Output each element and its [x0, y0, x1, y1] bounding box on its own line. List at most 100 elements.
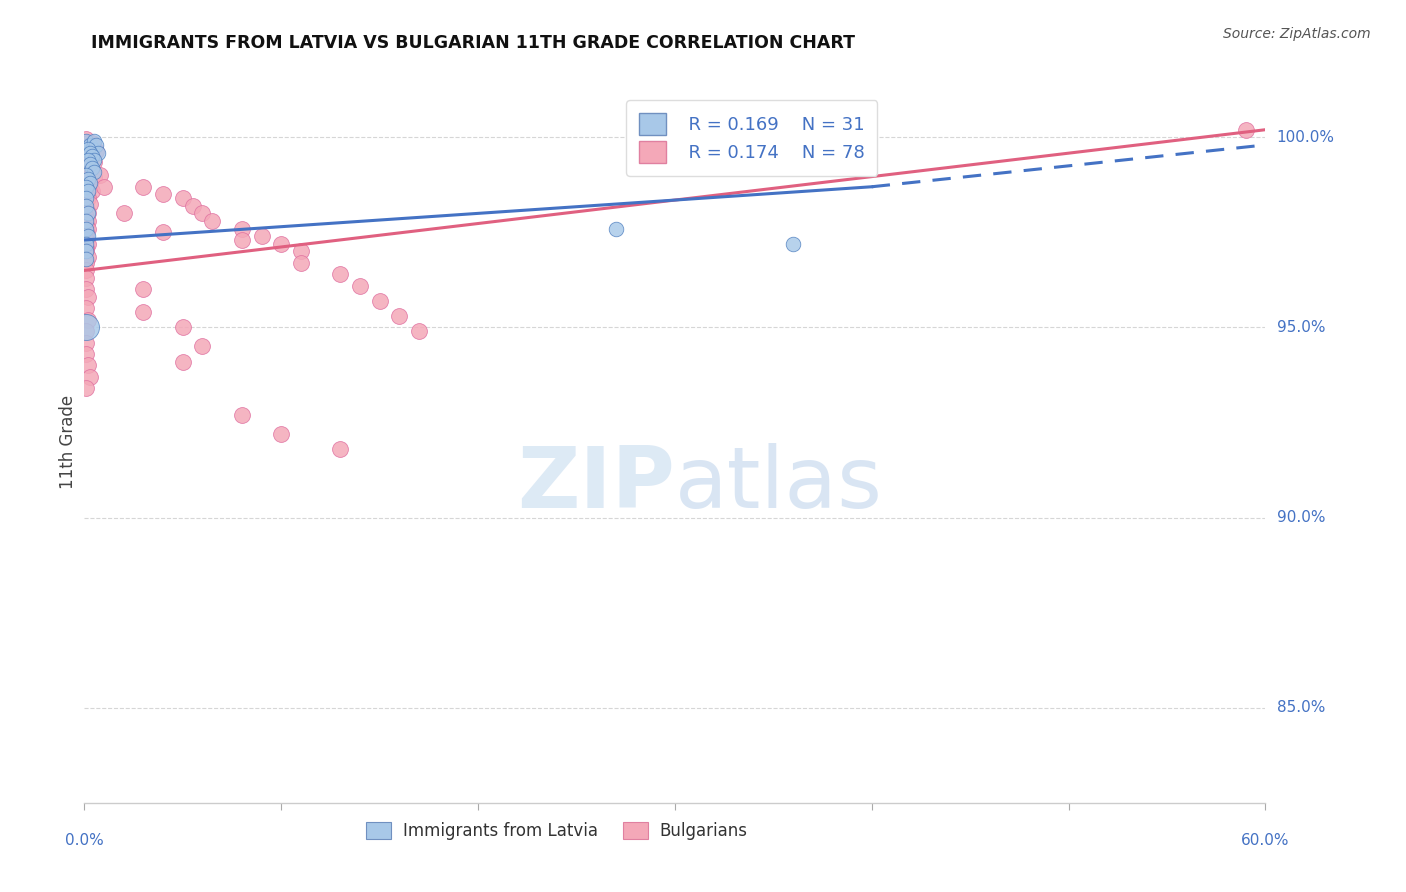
Text: 85.0%: 85.0%: [1277, 700, 1324, 715]
Point: [75, 221, 97, 235]
Point: [75, 191, 97, 205]
Point: [329, 267, 352, 281]
Legend: Immigrants from Latvia, Bulgarians: Immigrants from Latvia, Bulgarians: [360, 815, 754, 847]
Point: [83, 134, 105, 148]
Point: [782, 236, 804, 251]
Point: [75, 172, 97, 186]
Point: [79, 140, 101, 154]
Point: [77, 221, 100, 235]
Text: 95.0%: 95.0%: [1277, 320, 1324, 335]
Point: [75, 320, 97, 334]
Point: [83, 153, 105, 168]
Point: [191, 339, 214, 353]
Point: [75, 324, 97, 338]
Point: [201, 214, 224, 228]
Text: Source: ZipAtlas.com: Source: ZipAtlas.com: [1223, 27, 1371, 41]
Point: [84, 137, 107, 152]
Point: [87, 145, 110, 160]
Point: [75, 179, 97, 194]
Point: [75, 335, 97, 350]
Point: [79, 162, 101, 177]
Y-axis label: 11th Grade: 11th Grade: [59, 394, 77, 489]
Point: [75, 233, 97, 247]
Text: 100.0%: 100.0%: [1277, 130, 1334, 145]
Point: [152, 226, 174, 240]
Point: [329, 442, 352, 457]
Point: [75, 236, 97, 251]
Text: 60.0%: 60.0%: [1241, 833, 1289, 848]
Point: [77, 250, 100, 264]
Point: [290, 244, 312, 259]
Point: [82, 161, 104, 175]
Point: [77, 313, 100, 327]
Point: [77, 191, 100, 205]
Point: [75, 132, 97, 146]
Point: [172, 320, 194, 334]
Text: atlas: atlas: [675, 443, 883, 526]
Point: [75, 218, 97, 232]
Point: [152, 187, 174, 202]
Point: [231, 221, 253, 235]
Point: [83, 164, 105, 178]
Point: [79, 179, 101, 194]
Point: [77, 290, 100, 304]
Point: [79, 137, 101, 152]
Point: [368, 293, 391, 308]
Point: [270, 236, 292, 251]
Point: [75, 301, 97, 316]
Point: [75, 229, 97, 244]
Point: [75, 210, 97, 224]
Point: [75, 187, 97, 202]
Point: [605, 221, 627, 235]
Point: [172, 191, 194, 205]
Text: ZIP: ZIP: [517, 443, 675, 526]
Point: [75, 202, 97, 217]
Point: [231, 233, 253, 247]
Point: [181, 199, 204, 213]
Point: [250, 229, 273, 244]
Point: [79, 157, 101, 171]
Point: [84, 144, 107, 158]
Point: [75, 226, 97, 240]
Point: [77, 153, 100, 168]
Point: [75, 169, 97, 183]
Point: [82, 184, 104, 198]
Point: [83, 170, 105, 185]
Point: [75, 256, 97, 270]
Point: [75, 157, 97, 171]
Text: 0.0%: 0.0%: [65, 833, 104, 848]
Point: [75, 244, 97, 259]
Point: [191, 206, 214, 220]
Point: [75, 241, 97, 255]
Point: [77, 236, 100, 251]
Point: [132, 305, 155, 319]
Point: [132, 282, 155, 296]
Point: [77, 206, 100, 220]
Point: [82, 142, 104, 156]
Point: [349, 278, 371, 293]
Point: [75, 214, 97, 228]
Point: [132, 179, 155, 194]
Point: [79, 147, 101, 161]
Point: [1234, 122, 1257, 136]
Point: [82, 166, 104, 180]
Point: [408, 324, 430, 338]
Point: [77, 145, 100, 160]
Point: [270, 426, 292, 441]
Point: [82, 136, 104, 150]
Point: [75, 263, 97, 277]
Point: [172, 354, 194, 368]
Point: [79, 370, 101, 384]
Point: [79, 176, 101, 190]
Point: [112, 206, 135, 220]
Point: [77, 176, 100, 190]
Point: [82, 149, 104, 163]
Point: [75, 381, 97, 395]
Point: [77, 206, 100, 220]
Point: [83, 155, 105, 169]
Point: [93, 179, 115, 194]
Point: [79, 145, 101, 160]
Point: [75, 282, 97, 296]
Point: [75, 271, 97, 285]
Point: [77, 161, 100, 175]
